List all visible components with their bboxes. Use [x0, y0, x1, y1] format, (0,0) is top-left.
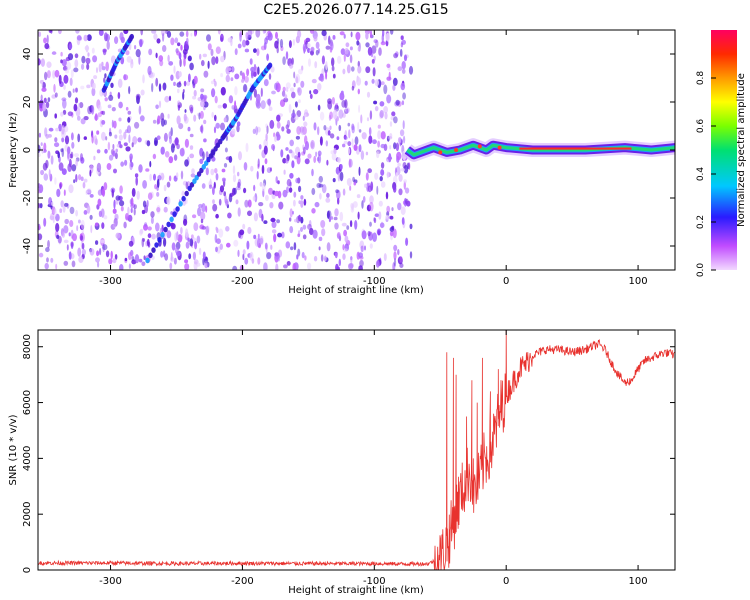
colorbar-tick-label: 0.0 — [696, 263, 706, 278]
snr-ytick-label: 2000 — [22, 501, 33, 526]
spectrogram-trace — [403, 138, 675, 162]
spectrogram-xlabel: Height of straight line (km) — [288, 285, 424, 296]
colorbar: 0.0 0.2 0.4 0.6 0.8 Normalized spectral ampl… — [696, 30, 747, 277]
spectrogram-ridge-0 — [145, 62, 273, 264]
spectrogram-ytick-label: 20 — [22, 96, 33, 109]
snr-frame — [37, 329, 676, 571]
snr-xtick-label: -100 — [363, 576, 386, 587]
spectrogram-xtick-label: -100 — [363, 276, 386, 287]
snr-ytick-label: 8000 — [22, 334, 33, 359]
snr-ytick-label: 6000 — [22, 390, 33, 415]
snr-xlabel: Height of straight line (km) — [288, 585, 424, 596]
colorbar-tick-label: 0.8 — [696, 71, 706, 86]
colorbar-tick-label: 0.4 — [696, 167, 706, 182]
spectrogram-ytick-label: 40 — [22, 48, 33, 61]
snr-xtick-label: -200 — [231, 576, 254, 587]
spectrogram-ytick-label: -40 — [22, 238, 33, 254]
figure-title: C2E5.2026.077.14.25.G15 — [263, 2, 448, 18]
spectrogram-ylabel: Frequency (Hz) — [8, 112, 19, 188]
snr-xtick-label: 100 — [629, 576, 648, 587]
spectrogram-xtick-label: 0 — [503, 276, 509, 287]
spectrogram-xtick-label: -300 — [99, 276, 122, 287]
snr-ytick-label: 0 — [22, 567, 33, 573]
spectrogram-xtick-label: -200 — [231, 276, 254, 287]
spectrogram-ridge-1 — [101, 33, 134, 93]
spectrogram-ytick-label: -20 — [22, 190, 33, 206]
colorbar-label: Normalized spectral amplitude — [736, 73, 747, 227]
spectrogram-xtick-label: 100 — [629, 276, 648, 287]
colorbar-tick-label: 0.2 — [696, 215, 706, 229]
snr-ylabel: SNR (10 * v/v) — [8, 414, 19, 485]
colorbar-gradient — [711, 30, 737, 270]
spectrogram-ytick-label: 0 — [22, 147, 33, 153]
snr-xtick-label: -300 — [99, 576, 122, 587]
snr-ytick-label: 4000 — [22, 446, 33, 471]
colorbar-tick-label: 0.6 — [696, 119, 706, 134]
spectrogram-noise — [38, 30, 414, 270]
snr-series-line — [38, 330, 675, 570]
snr-xtick-label: 0 — [503, 576, 509, 587]
